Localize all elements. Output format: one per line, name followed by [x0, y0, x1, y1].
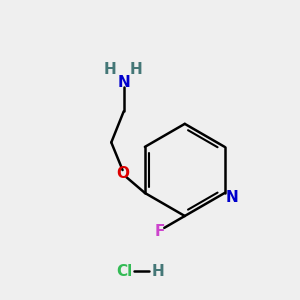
Text: H: H — [129, 62, 142, 77]
Text: N: N — [117, 76, 130, 91]
Text: F: F — [154, 224, 165, 239]
Text: O: O — [116, 166, 129, 181]
Text: N: N — [225, 190, 238, 205]
Text: H: H — [103, 62, 116, 77]
Text: Cl: Cl — [117, 264, 133, 279]
Text: H: H — [152, 264, 164, 279]
